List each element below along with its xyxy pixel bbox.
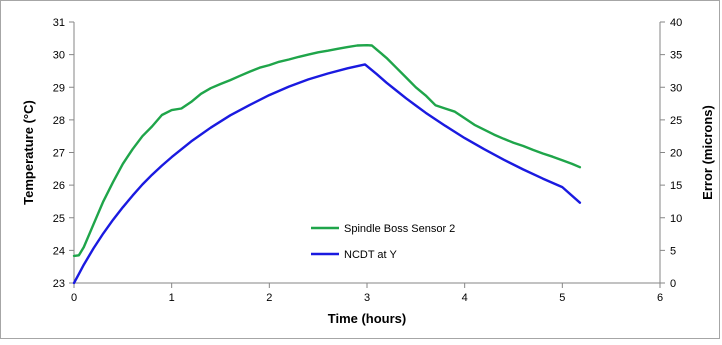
y2-axis-title: Error (microns) [700, 105, 715, 200]
y-tick-label: 31 [53, 17, 65, 29]
y2-tick-label: 10 [670, 213, 682, 225]
y-tick-label: 24 [53, 245, 65, 257]
y2-tick-label: 20 [670, 148, 682, 160]
y2-tick-label: 0 [670, 278, 676, 290]
y2-tick-label: 30 [670, 82, 682, 94]
y2-tick-label: 40 [670, 17, 682, 29]
x-tick-label: 2 [266, 292, 272, 304]
y2-tick-label: 25 [670, 115, 682, 127]
y-axis-title: Temperature (°C) [21, 100, 36, 205]
y-tick-label: 28 [53, 115, 65, 127]
y-tick-label: 26 [53, 180, 65, 192]
y-tick-label: 29 [53, 82, 65, 94]
x-tick-label: 1 [169, 292, 175, 304]
line-chart: 0 1 2 3 4 5 6232425262728293031051015202530354… [21, 17, 715, 326]
x-axis-title: Time (hours) [328, 311, 407, 326]
series-line-spindle-boss-sensor [72, 44, 582, 258]
y-tick-label: 30 [53, 50, 65, 62]
x-tick-label: 6 [657, 292, 663, 304]
y-tick-label: 27 [53, 148, 65, 160]
y2-tick-label: 35 [670, 50, 682, 62]
tick-labels: 0 1 2 3 4 5 6232425262728293031051015202530354… [53, 17, 683, 304]
legend-label-ncdt: NCDT at Y [344, 249, 397, 261]
legend: Spindle Boss Sensor 2 NCDT at Y [311, 223, 455, 261]
x-tick-label: 4 [462, 292, 468, 304]
y-tick-label: 23 [53, 278, 65, 290]
legend-label-spindle-boss: Spindle Boss Sensor 2 [344, 223, 455, 235]
x-tick-label: 0 [71, 292, 77, 304]
series-line-ncdt-at-y [72, 63, 582, 285]
x-tick-label: 3 [364, 292, 370, 304]
axes [69, 21, 665, 288]
y2-tick-label: 15 [670, 180, 682, 192]
x-tick-label: 5 [559, 292, 565, 304]
series-lines [72, 44, 582, 285]
y2-tick-label: 5 [670, 245, 676, 257]
chart-frame: 0 1 2 3 4 5 6 23 24 25 26 27 28 29 30 31 0 5 10 15 20 25 30 35 4… [0, 0, 720, 339]
y-tick-label: 25 [53, 213, 65, 225]
